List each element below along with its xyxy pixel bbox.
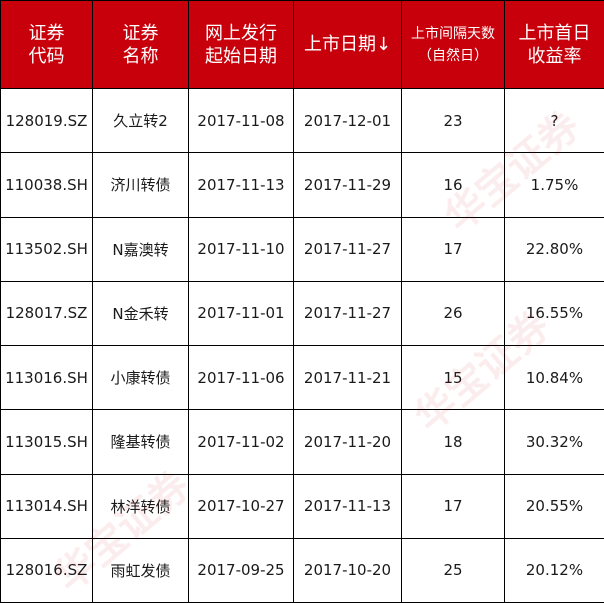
cell-issue-start-date: 2017-11-01	[188, 280, 294, 347]
cell-listing-interval: 16	[401, 152, 505, 218]
header-security-name: 证券 名称	[92, 0, 189, 89]
table-row: 128016.SZ 雨虹发债 2017-09-25 2017-10-20 25 …	[0, 537, 604, 603]
header-listing-interval-line2: （自然日）	[418, 47, 488, 64]
table-row: 113502.SH N嘉澳转 2017-11-10 2017-11-27 17 …	[0, 216, 604, 282]
header-security-code-line1: 证券	[28, 22, 65, 44]
header-listing-date-label: 上市日期↓	[303, 34, 392, 55]
cell-security-name: 雨虹发债	[92, 537, 189, 603]
cell-listing-date: 2017-11-21	[293, 344, 402, 411]
cell-security-name: 林洋转债	[92, 473, 189, 539]
cell-first-day-return: ?	[504, 87, 604, 154]
cell-issue-start-date: 2017-11-06	[188, 344, 294, 411]
cell-security-name: 济川转债	[92, 152, 189, 218]
cell-listing-interval: 26	[401, 280, 505, 347]
cell-listing-interval: 17	[401, 473, 505, 539]
cell-security-code: 113502.SH	[0, 216, 93, 282]
header-security-code: 证券 代码	[0, 0, 93, 89]
table-row: 113016.SH 小康转债 2017-11-06 2017-11-21 15 …	[0, 344, 604, 411]
cell-first-day-return: 22.80%	[504, 216, 604, 282]
header-security-name-line2: 名称	[122, 45, 159, 67]
header-first-day-return-line2: 收益率	[527, 45, 582, 67]
table-row: 113015.SH 隆基转债 2017-11-02 2017-11-20 18 …	[0, 409, 604, 475]
cell-security-code: 113015.SH	[0, 409, 93, 475]
cell-listing-date: 2017-11-20	[293, 409, 402, 475]
cell-security-name: 隆基转债	[92, 409, 189, 475]
cell-listing-interval: 18	[401, 409, 505, 475]
header-issue-start-date: 网上发行 起始日期	[188, 0, 294, 89]
cell-listing-interval: 23	[401, 87, 505, 154]
header-first-day-return-line1: 上市首日	[518, 22, 591, 44]
cell-issue-start-date: 2017-09-25	[188, 537, 294, 603]
cell-listing-interval: 15	[401, 344, 505, 411]
cell-first-day-return: 20.55%	[504, 473, 604, 539]
cell-listing-date: 2017-11-29	[293, 152, 402, 218]
header-issue-start-date-line2: 起始日期	[205, 45, 277, 67]
cell-first-day-return: 30.32%	[504, 409, 604, 475]
header-listing-date[interactable]: 上市日期↓	[293, 0, 402, 89]
cell-security-code: 128016.SZ	[0, 537, 93, 603]
header-listing-interval-line1: 上市间隔天数	[411, 25, 495, 42]
cell-issue-start-date: 2017-11-08	[188, 87, 294, 154]
cell-security-name: 久立转2	[92, 87, 189, 154]
cell-first-day-return: 10.84%	[504, 344, 604, 411]
table-row: 113014.SH 林洋转债 2017-10-27 2017-11-13 17 …	[0, 473, 604, 539]
table-row: 128019.SZ 久立转2 2017-11-08 2017-12-01 23 …	[0, 87, 604, 154]
cell-listing-interval: 25	[401, 537, 505, 603]
cell-listing-date: 2017-11-27	[293, 280, 402, 347]
cell-issue-start-date: 2017-10-27	[188, 473, 294, 539]
table-row: 110038.SH 济川转债 2017-11-13 2017-11-29 16 …	[0, 152, 604, 218]
cell-first-day-return: 20.12%	[504, 537, 604, 603]
cell-listing-date: 2017-11-13	[293, 473, 402, 539]
cell-issue-start-date: 2017-11-13	[188, 152, 294, 218]
cell-issue-start-date: 2017-11-02	[188, 409, 294, 475]
header-first-day-return: 上市首日 收益率	[504, 0, 604, 89]
cell-first-day-return: 16.55%	[504, 280, 604, 347]
cell-security-code: 113016.SH	[0, 344, 93, 411]
header-security-name-line1: 证券	[122, 22, 159, 44]
cell-security-name: N嘉澳转	[92, 216, 189, 282]
header-listing-interval: 上市间隔天数 （自然日）	[401, 0, 505, 89]
cell-listing-interval: 17	[401, 216, 505, 282]
cell-listing-date: 2017-11-27	[293, 216, 402, 282]
cell-listing-date: 2017-10-20	[293, 537, 402, 603]
cell-security-code: 128017.SZ	[0, 280, 93, 347]
header-security-code-line2: 代码	[28, 45, 65, 67]
cell-security-code: 110038.SH	[0, 152, 93, 218]
cell-security-code: 128019.SZ	[0, 87, 93, 154]
cell-listing-date: 2017-12-01	[293, 87, 402, 154]
cell-security-name: N金禾转	[92, 280, 189, 347]
header-row: 证券 代码 证券 名称 网上发行 起始日期 上市日期↓ 上市间隔天数 （自然日）…	[0, 0, 604, 89]
cell-first-day-return: 1.75%	[504, 152, 604, 218]
cell-issue-start-date: 2017-11-10	[188, 216, 294, 282]
table-row: 128017.SZ N金禾转 2017-11-01 2017-11-27 26 …	[0, 280, 604, 347]
cell-security-code: 113014.SH	[0, 473, 93, 539]
header-issue-start-date-line1: 网上发行	[205, 22, 277, 44]
cell-security-name: 小康转债	[92, 344, 189, 411]
